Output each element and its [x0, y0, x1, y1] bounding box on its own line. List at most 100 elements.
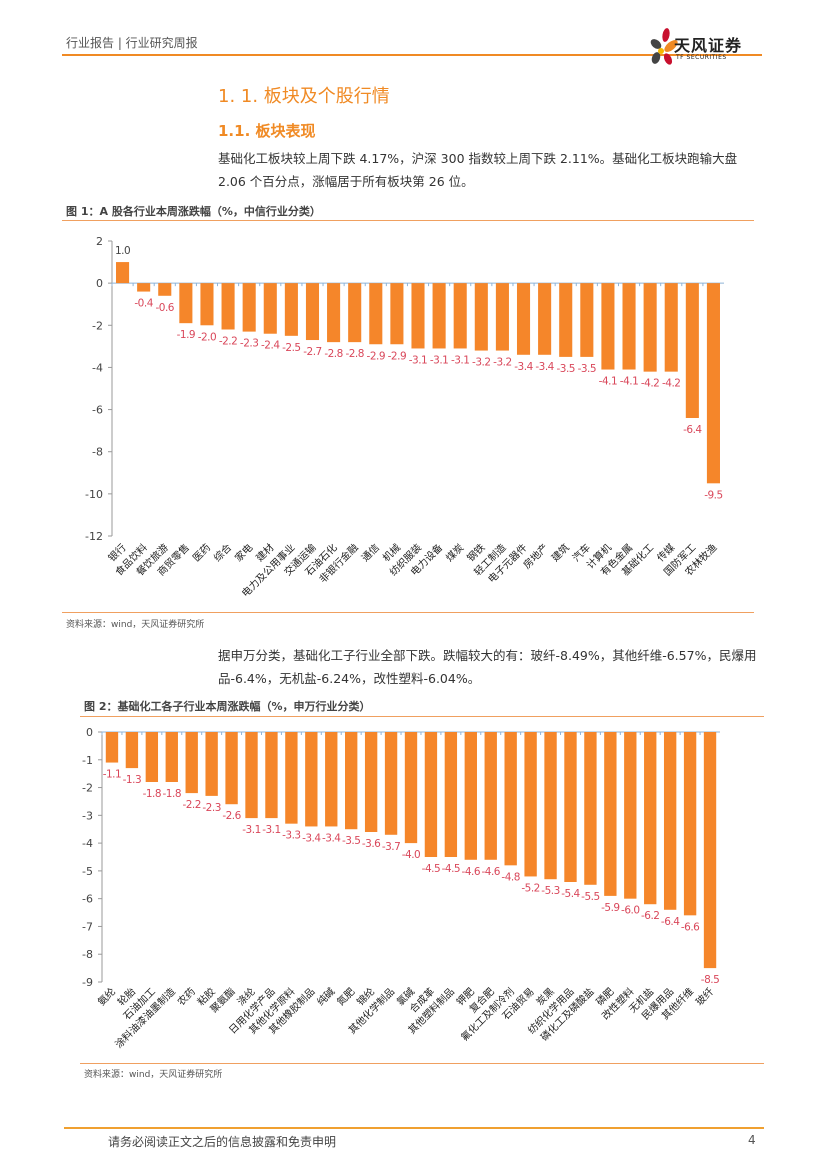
y-tick-label: -8	[82, 948, 93, 961]
bar	[683, 732, 697, 916]
category-label: 通信	[359, 542, 382, 565]
bar	[643, 283, 657, 372]
data-label: -3.1	[242, 824, 260, 836]
data-label: -4.6	[462, 866, 481, 878]
bar	[516, 283, 531, 355]
category-label: 玻纤	[693, 985, 716, 1008]
data-label: -4.1	[620, 376, 639, 388]
category-label: 纯碱	[314, 985, 337, 1008]
category-label: 氮肥	[334, 985, 357, 1008]
bar	[663, 732, 677, 910]
summary-paragraph: 基础化工板块较上周下跌 4.17%，沪深 300 指数较上周下跌 2.11%。基…	[218, 151, 738, 189]
y-tick-label: -5	[82, 865, 93, 878]
logo-chinese-name: 天风证券	[674, 36, 743, 55]
data-label: -0.4	[134, 298, 153, 310]
data-label: -4.0	[402, 849, 421, 861]
bar	[364, 732, 378, 832]
bar	[601, 283, 615, 370]
bar	[404, 732, 418, 844]
category-label: 煤炭	[443, 541, 466, 564]
data-label: -2.2	[219, 336, 238, 348]
data-label: -5.5	[581, 891, 600, 903]
category-label: 建筑	[549, 541, 572, 564]
company-logo: 天风证券 TF SECURITIES	[648, 26, 768, 72]
data-label: -5.4	[561, 888, 580, 900]
data-label: -5.9	[601, 902, 620, 914]
data-label: -3.5	[342, 835, 361, 847]
data-label: -4.5	[442, 863, 461, 875]
bar	[604, 732, 617, 896]
bar	[624, 732, 637, 899]
y-tick-label: -4	[82, 837, 93, 850]
data-label: -6.4	[661, 916, 680, 928]
bar	[327, 283, 341, 343]
bar	[685, 283, 699, 418]
bar	[205, 732, 218, 796]
bar	[703, 732, 717, 969]
bar	[622, 283, 636, 370]
category-label: 农药	[174, 985, 197, 1008]
bar	[125, 732, 139, 769]
bar	[474, 283, 488, 351]
data-label: -6.6	[681, 921, 700, 933]
bar	[225, 732, 238, 805]
bar	[495, 283, 509, 351]
logo-english-name: TF SECURITIES	[676, 54, 727, 61]
figure2-bottom-divider	[80, 1063, 764, 1064]
figure1-top-divider	[62, 220, 754, 221]
bar	[116, 262, 130, 284]
data-label: -2.4	[261, 340, 280, 352]
data-label: -3.7	[382, 841, 401, 853]
figure2-source: 资料来源：wind，天风证券研究所	[84, 1070, 223, 1080]
y-tick-label: 0	[86, 726, 93, 739]
data-label: -2.7	[303, 346, 322, 358]
data-label: -3.4	[514, 361, 533, 373]
data-label: -4.5	[422, 863, 441, 875]
data-label: -2.3	[240, 338, 259, 350]
data-label: -3.4	[302, 832, 321, 844]
page-number: 4	[748, 1133, 756, 1147]
bar	[158, 283, 172, 296]
data-label: -9.5	[704, 489, 723, 501]
data-label: -6.0	[621, 905, 640, 917]
subindustry-paragraph: 据申万分类，基础化工子行业全部下跌。跌幅较大的有：玻纤-8.49%，其他纤维-6…	[218, 648, 757, 686]
data-label: -4.1	[599, 376, 618, 388]
bar	[284, 283, 298, 336]
bar	[348, 283, 362, 343]
y-tick-label: -1	[82, 754, 93, 767]
data-label: -6.2	[641, 910, 660, 922]
bar	[242, 283, 256, 332]
y-tick-label: -4	[92, 361, 103, 374]
y-tick-label: -9	[82, 976, 93, 989]
bar	[305, 283, 320, 341]
bar	[263, 283, 277, 334]
data-label: -4.6	[481, 866, 500, 878]
data-label: -3.3	[282, 830, 301, 842]
bar	[664, 283, 678, 372]
flower-logo-icon	[650, 28, 678, 65]
y-tick-label: 2	[96, 235, 103, 248]
bar	[200, 283, 214, 326]
bar	[265, 732, 278, 819]
bar	[564, 732, 577, 882]
bar	[245, 732, 258, 819]
data-label: -3.5	[556, 363, 575, 375]
data-label: -0.6	[156, 302, 175, 314]
figure2-top-divider	[80, 716, 764, 717]
data-label: -4.8	[501, 871, 520, 883]
data-label: -2.9	[367, 350, 386, 362]
category-label: 氨纶	[95, 985, 118, 1008]
bar	[644, 732, 657, 905]
bar	[305, 732, 318, 827]
figure1-title: 图 1：A 股各行业本周涨跌幅（%，中信行业分类）	[66, 205, 321, 218]
y-tick-label: -10	[85, 488, 103, 501]
data-label: -3.2	[493, 357, 512, 369]
bar	[484, 732, 497, 860]
bar	[165, 732, 178, 782]
section-heading: 1. 1. 板块及个股行情	[218, 86, 390, 107]
footer-divider	[64, 1127, 764, 1129]
y-tick-label: -6	[92, 404, 103, 417]
bar	[105, 732, 119, 763]
data-label: -5.3	[541, 885, 560, 897]
bar	[411, 283, 425, 349]
